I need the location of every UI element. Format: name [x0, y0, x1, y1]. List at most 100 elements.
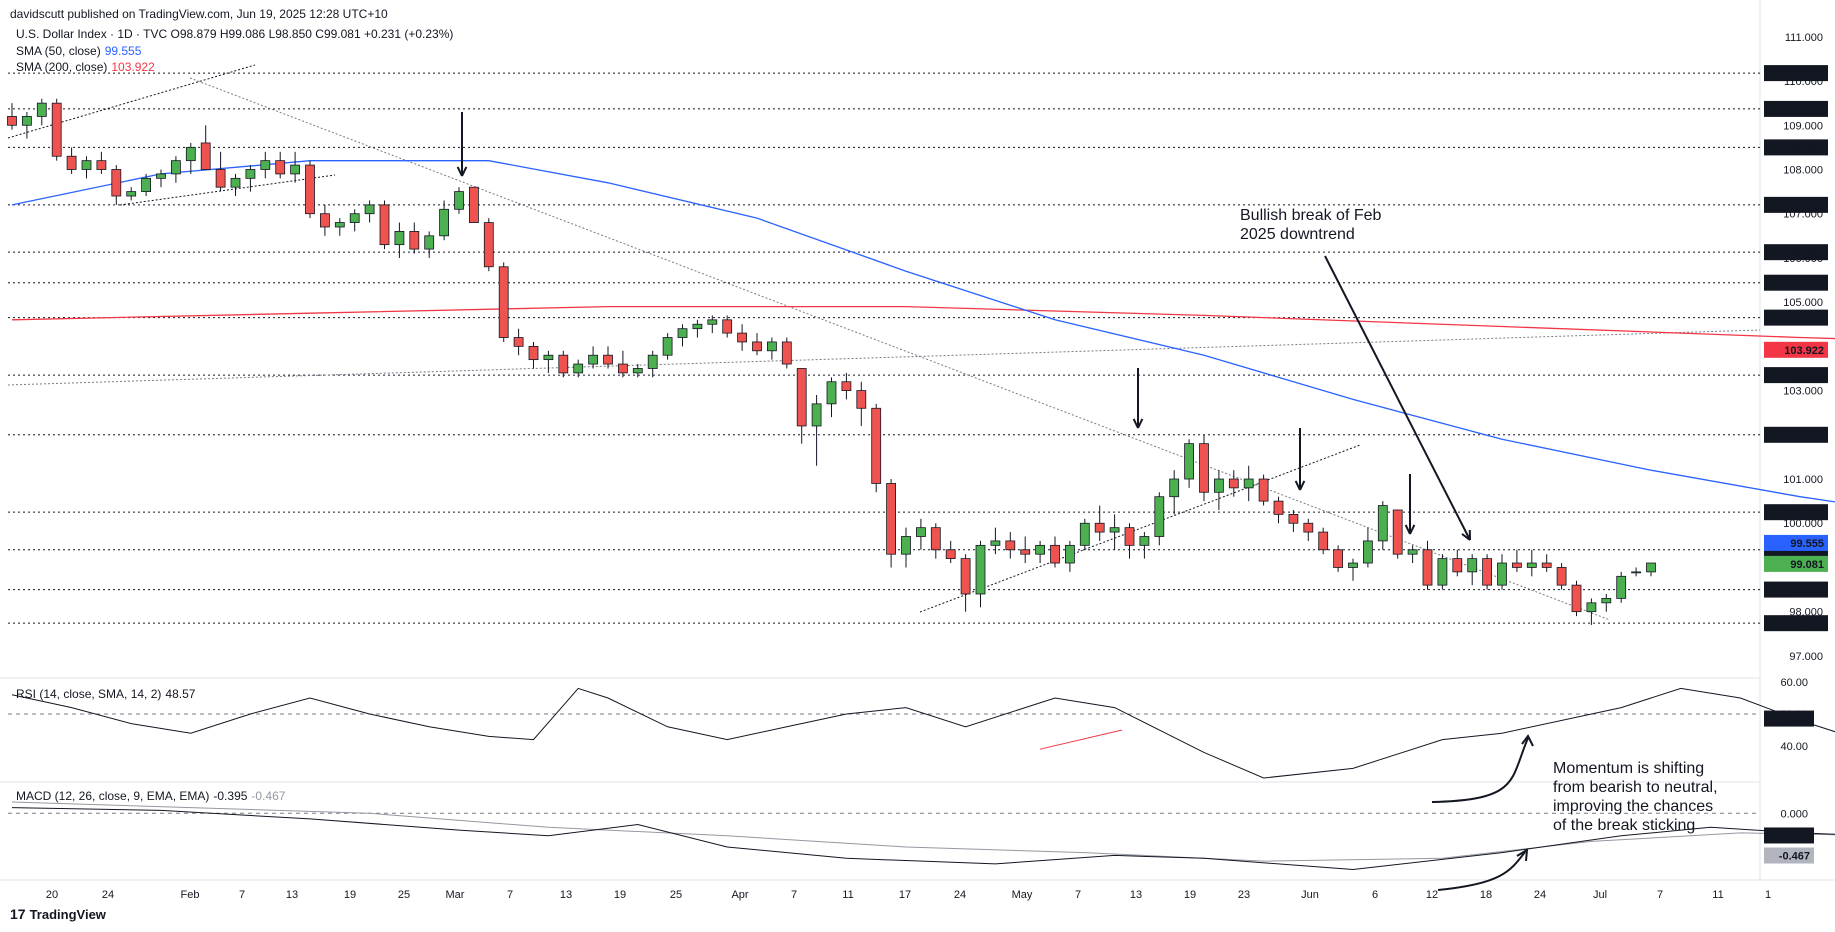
level-tag-label: 103.350: [1784, 370, 1824, 382]
candle: [1497, 554, 1507, 590]
feb-downtrend-line: [189, 77, 1611, 621]
candle: [1243, 465, 1254, 502]
candle: [960, 554, 971, 612]
candle-body: [603, 354, 613, 365]
channel-lower: [119, 174, 336, 206]
candle-body: [439, 208, 450, 237]
candle: [1616, 571, 1627, 603]
rsi-legend: RSI (14, close, SMA, 14, 2) 48.57: [16, 687, 199, 701]
price-tick-label: 103.000: [1783, 386, 1823, 398]
candle-body: [1452, 558, 1463, 573]
level-tags: 110.180 109.370 108.500 107.200 106.130 105.4…: [1764, 65, 1828, 632]
candle: [1437, 554, 1448, 590]
price-tick-label: 101.000: [1783, 474, 1823, 486]
candle: [1571, 580, 1582, 617]
candle: [409, 222, 420, 254]
candle-body: [1154, 496, 1165, 537]
candle: [1631, 567, 1641, 577]
candle-body: [1586, 602, 1597, 613]
candle: [51, 98, 62, 161]
candle-body: [826, 381, 837, 405]
signal-tag-label: -0.467: [1779, 851, 1810, 863]
candle-body: [781, 341, 792, 365]
rsi-tick-label: 60.00: [1780, 677, 1808, 689]
support-trendline: [7, 329, 1761, 386]
price-tick-label: 100.000: [1783, 518, 1823, 530]
candle: [826, 377, 837, 418]
candle-body: [752, 341, 762, 352]
sma200-line: [11, 305, 1835, 340]
time-tick-label: 25: [670, 889, 682, 901]
candle-body: [513, 337, 524, 347]
candle: [364, 200, 375, 223]
macd-momentum-arrow: [1437, 848, 1529, 891]
candle: [573, 359, 584, 378]
candle: [424, 231, 435, 258]
candle: [975, 540, 986, 608]
candle: [618, 350, 628, 378]
candle: [603, 346, 613, 369]
candle-body: [647, 354, 658, 369]
candle-body: [1184, 443, 1194, 480]
sma200-label: SMA (200, close): [16, 60, 108, 74]
annotation-bullish-break: Bullish break of Feb 2025 downtrend: [1240, 207, 1382, 243]
arrow-may-head: [1132, 418, 1144, 429]
candle-body: [677, 328, 688, 338]
time-tick-label: Jun: [1301, 889, 1319, 901]
candle-body: [1616, 575, 1627, 599]
candle-body: [811, 403, 822, 427]
horizontal-levels: [8, 72, 1760, 624]
candle: [7, 103, 17, 130]
candle: [677, 324, 688, 347]
publisher-line: davidscutt published on TradingView.com,…: [10, 7, 388, 21]
candles: [7, 98, 1656, 625]
time-tick-label: 19: [1184, 889, 1196, 901]
candle: [796, 368, 807, 444]
time-tick-label: Feb: [181, 889, 200, 901]
candle-body: [707, 319, 718, 325]
candle: [722, 315, 733, 338]
arrow-mar-head: [456, 166, 468, 177]
candle: [96, 151, 107, 174]
channel-upper: [7, 64, 256, 139]
macd-line: [11, 807, 1835, 871]
candle-body: [841, 381, 852, 391]
candle-body: [1482, 558, 1492, 586]
candle: [260, 151, 271, 179]
candle: [1273, 496, 1284, 524]
price-tick-label: 97.000: [1789, 651, 1823, 663]
tradingview-logo: 17 TradingView: [10, 906, 106, 922]
candle-body: [1079, 522, 1090, 546]
time-tick-label: 17: [899, 889, 911, 901]
candle-body: [1228, 478, 1239, 489]
candle-body: [1646, 562, 1656, 573]
candle-body: [185, 146, 196, 162]
candle: [841, 372, 852, 400]
candle-body: [722, 319, 733, 334]
signal-value: -0.467: [251, 789, 286, 803]
candle: [1228, 470, 1239, 497]
arrow-break: [1324, 255, 1471, 541]
candle-body: [468, 186, 479, 223]
candle-body: [871, 407, 882, 484]
arrow-jun: [1404, 474, 1416, 535]
candle-body: [1526, 562, 1537, 568]
candle-body: [1318, 531, 1329, 551]
level-tag-label: 108.500: [1784, 142, 1824, 154]
sma50-tag-box: [1764, 534, 1828, 551]
candle-body: [230, 177, 241, 188]
candle: [916, 518, 926, 550]
candle: [558, 350, 569, 378]
candle-body: [290, 164, 301, 175]
sma200-tag: 103.922: [1764, 341, 1828, 358]
candle: [1065, 540, 1075, 572]
time-tick-label: 24: [954, 889, 966, 901]
rsi-momentum-arrow: [1431, 734, 1534, 803]
candle-body: [1139, 536, 1150, 546]
candle: [930, 523, 941, 559]
rsi-value: 48.57: [165, 687, 196, 701]
candle-body: [1258, 478, 1269, 502]
candle-body: [126, 191, 137, 197]
candle-body: [1348, 562, 1358, 568]
